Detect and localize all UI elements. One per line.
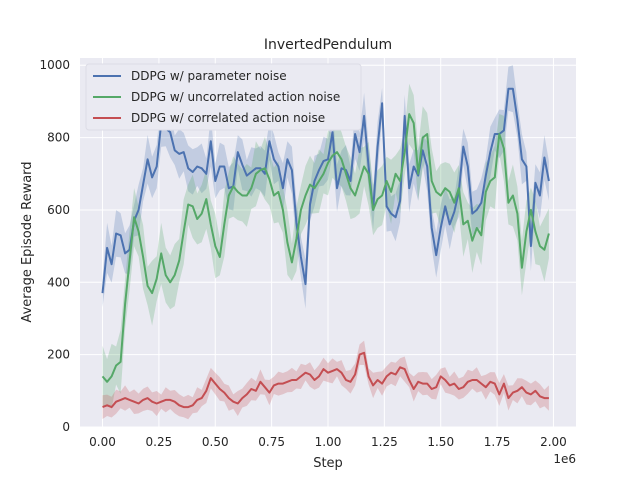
- chart-title: InvertedPendulum: [264, 37, 392, 53]
- y-tick-label: 800: [47, 131, 70, 145]
- x-tick-label: 0.00: [89, 435, 116, 449]
- line-series-2: [102, 351, 549, 409]
- y-tick-label: 1000: [39, 58, 70, 72]
- x-tick-label: 0.75: [258, 435, 285, 449]
- x-tick-label: 1.75: [484, 435, 511, 449]
- x-tick-label: 2.00: [540, 435, 567, 449]
- legend-label-0: DDPG w/ parameter noise: [131, 69, 287, 83]
- y-tick-labels: 0 200 400 600 800 1000: [39, 58, 70, 434]
- series-lines: [101, 87, 550, 409]
- band-series-2: [102, 340, 549, 420]
- band-series-1: [102, 83, 549, 409]
- x-offset-label: 1e6: [553, 452, 576, 466]
- legend-label-1: DDPG w/ uncorrelated action noise: [131, 90, 340, 104]
- y-tick-label: 0: [62, 420, 70, 434]
- line-series-1: [101, 113, 550, 383]
- x-tick-label: 1.00: [315, 435, 342, 449]
- y-axis-label: Average Episode Reward: [20, 161, 35, 322]
- legend-label-2: DDPG w/ correlated action noise: [131, 111, 325, 125]
- legend-box: [85, 63, 362, 131]
- x-tick-label: 0.50: [202, 435, 229, 449]
- line-series-0: [101, 87, 550, 294]
- x-tick-label: 1.50: [427, 435, 454, 449]
- x-tick-label: 1.25: [371, 435, 398, 449]
- y-tick-label: 400: [47, 275, 70, 289]
- y-tick-label: 600: [47, 203, 70, 217]
- legend: DDPG w/ parameter noise DDPG w/ uncorrela…: [85, 63, 362, 131]
- y-tick-label: 200: [47, 348, 70, 362]
- x-tick-labels: 0.00 0.25 0.50 0.75 1.00 1.25 1.50 1.75 2.00: [89, 435, 567, 449]
- x-tick-label: 0.25: [146, 435, 173, 449]
- x-axis-label: Step: [313, 456, 343, 471]
